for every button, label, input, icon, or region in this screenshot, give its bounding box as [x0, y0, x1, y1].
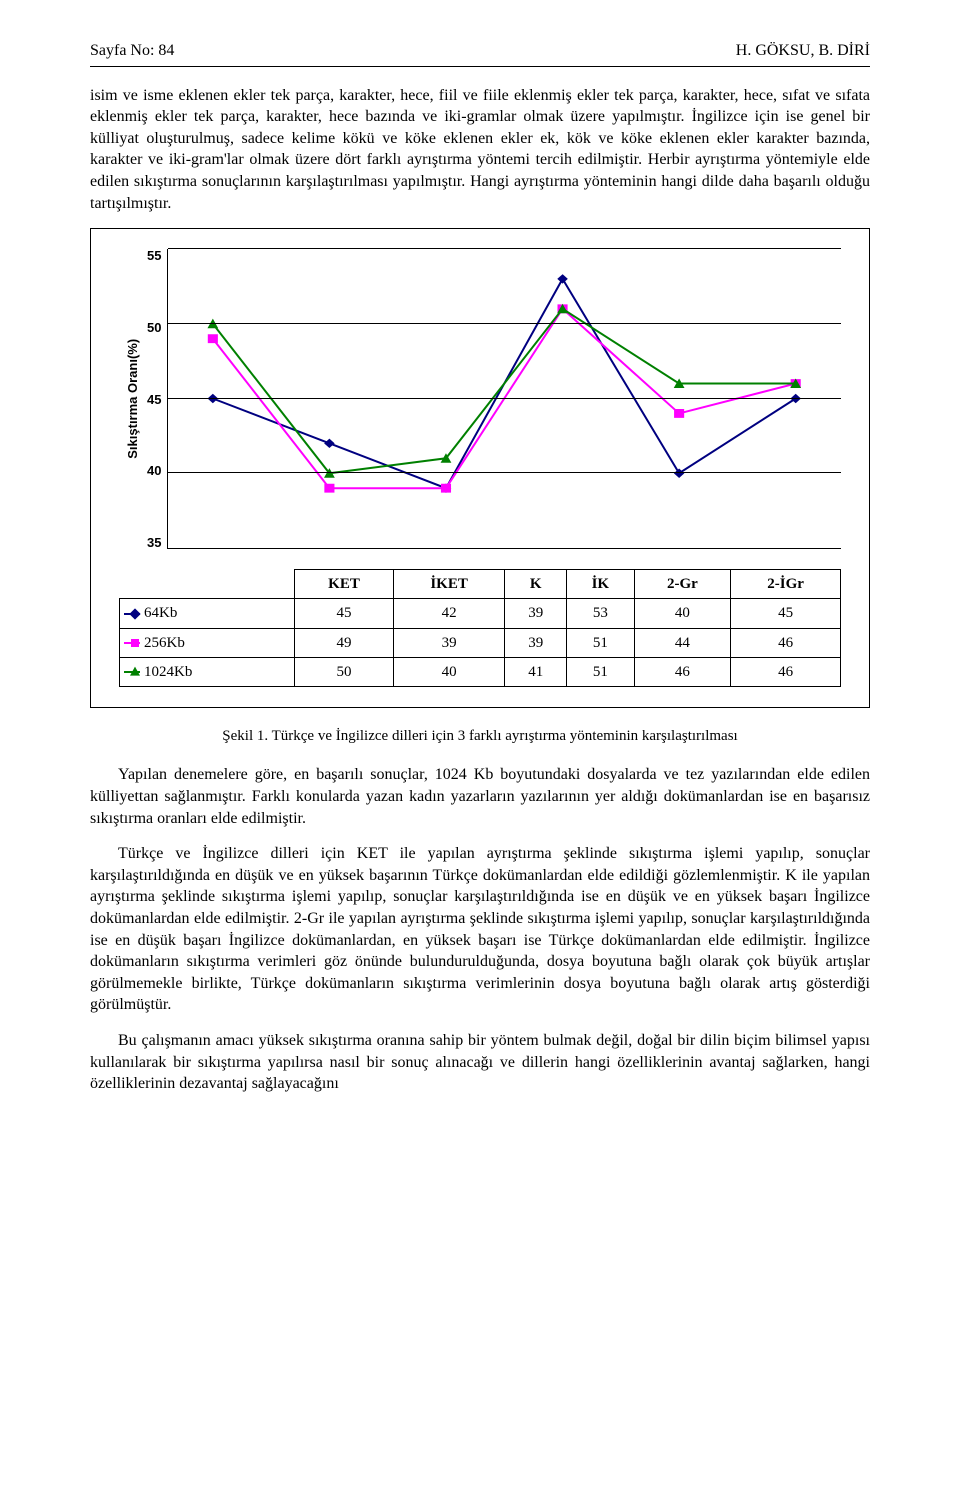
- series-name: 64Kb: [144, 605, 177, 621]
- table-cell: 51: [567, 657, 634, 686]
- chart-ytick: 55: [147, 249, 161, 262]
- table-cell: 39: [505, 628, 567, 657]
- chart-gridline: [168, 398, 841, 399]
- paragraph-results-2: Türkçe ve İngilizce dilleri için KET ile…: [90, 843, 870, 1016]
- chart-ytick: 45: [147, 393, 161, 406]
- paragraph-results-1: Yapılan denemelere göre, en başarılı son…: [90, 764, 870, 829]
- legend-marker-icon: [131, 639, 139, 647]
- table-row-header: 256Kb: [120, 628, 295, 657]
- table-row-header: 1024Kb: [120, 657, 295, 686]
- chart-series-line: [213, 309, 796, 473]
- chart-marker: [209, 320, 218, 328]
- table-row: 64Kb454239534045: [120, 599, 841, 628]
- table-cell: 40: [634, 599, 731, 628]
- table-cell: 53: [567, 599, 634, 628]
- chart-marker: [209, 395, 218, 403]
- page-header: Sayfa No: 84 H. GÖKSU, B. DİRİ: [90, 40, 870, 62]
- table-col-header: İK: [567, 570, 634, 599]
- chart-marker: [325, 484, 334, 492]
- chart-data-table: KETİKETKİK2-Gr2-İGr64Kb454239534045256Kb…: [119, 569, 841, 687]
- table-cell: 42: [393, 599, 505, 628]
- table-cell: 45: [295, 599, 394, 628]
- table-col-header: K: [505, 570, 567, 599]
- legend-marker-icon: [130, 667, 140, 676]
- table-cell: 46: [731, 628, 841, 657]
- table-corner: [120, 570, 295, 599]
- table-col-header: İKET: [393, 570, 505, 599]
- chart-marker: [675, 410, 684, 418]
- table-cell: 50: [295, 657, 394, 686]
- figure-caption: Şekil 1. Türkçe ve İngilizce dilleri içi…: [90, 726, 870, 746]
- paragraph-results-3: Bu çalışmanın amacı yüksek sıkıştırma or…: [90, 1030, 870, 1095]
- table-cell: 41: [505, 657, 567, 686]
- table-cell: 49: [295, 628, 394, 657]
- chart-marker: [209, 335, 218, 343]
- table-row-header: 64Kb: [120, 599, 295, 628]
- series-name: 1024Kb: [144, 664, 192, 680]
- chart-series-line: [213, 309, 796, 488]
- chart-gridline: [168, 248, 841, 249]
- legend-marker-icon: [129, 608, 140, 619]
- table-cell: 44: [634, 628, 731, 657]
- table-row: 1024Kb504041514646: [120, 657, 841, 686]
- chart-yticks: 55 50 45 40 35: [147, 249, 167, 549]
- table-cell: 39: [505, 599, 567, 628]
- page-number: Sayfa No: 84: [90, 40, 174, 62]
- table-row: 256Kb493939514446: [120, 628, 841, 657]
- chart-marker: [442, 484, 451, 492]
- table-cell: 39: [393, 628, 505, 657]
- chart-plot: [167, 249, 841, 549]
- chart-ylabel: Sıkıştırma Oranı(%): [124, 339, 142, 459]
- table-col-header: 2-Gr: [634, 570, 731, 599]
- table-col-header: KET: [295, 570, 394, 599]
- table-cell: 46: [634, 657, 731, 686]
- header-rule: [90, 66, 870, 67]
- table-cell: 40: [393, 657, 505, 686]
- chart-area: Sıkıştırma Oranı(%) 5550454035 KETİKETKİ…: [119, 249, 841, 687]
- chart-marker: [325, 440, 334, 448]
- series-name: 256Kb: [144, 635, 185, 651]
- chart-marker: [559, 275, 568, 283]
- chart-ytick: 50: [147, 321, 161, 334]
- chart-ytick: 40: [147, 464, 161, 477]
- chart-gridline: [168, 323, 841, 324]
- table-cell: 51: [567, 628, 634, 657]
- table-col-header: 2-İGr: [731, 570, 841, 599]
- table-cell: 46: [731, 657, 841, 686]
- chart-gridline: [168, 472, 841, 473]
- paragraph-intro: isim ve isme eklenen ekler tek parça, ka…: [90, 85, 870, 215]
- authors: H. GÖKSU, B. DİRİ: [736, 40, 870, 62]
- chart-ytick: 35: [147, 536, 161, 549]
- chart-frame: Sıkıştırma Oranı(%) 5550454035 KETİKETKİ…: [90, 228, 870, 708]
- table-cell: 45: [731, 599, 841, 628]
